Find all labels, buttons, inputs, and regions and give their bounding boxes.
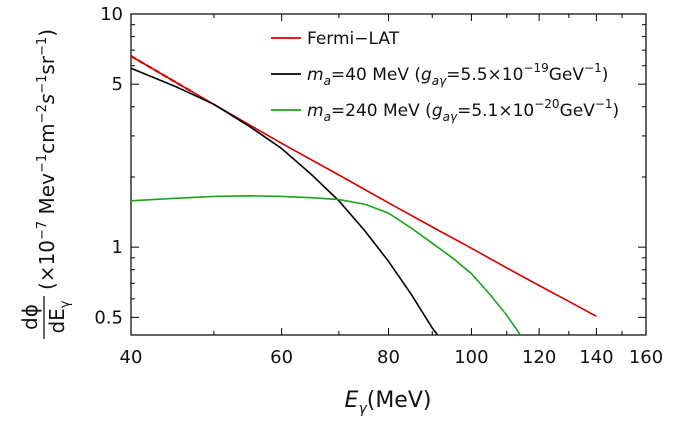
y-fraction-numerator: dϕ [18, 304, 42, 330]
legend-entry: ma=40 MeV (gaγ=5.5×10−19GeV−1) [307, 61, 608, 88]
x-axis-title: Eγ(MeV) [345, 388, 432, 417]
plot-frame [130, 13, 647, 336]
x-axis-ticks: 40 60 80 100 120 140 160 [120, 14, 663, 368]
x-tick-label: 100 [454, 347, 488, 368]
y-tick-label: 0.5 [94, 307, 123, 328]
fermi-lat-extrapolation [131, 55, 192, 93]
x-tick-label: 140 [579, 347, 613, 368]
y-tick-label: 1 [112, 237, 123, 258]
legend-entry: Fermi−LAT [307, 29, 400, 49]
y-axis-title: dϕ dEγ (×10−7 Mev−1cm−2s−1sr−1) [18, 29, 73, 339]
x-tick-label: 60 [270, 347, 293, 368]
x-tick-label: 40 [120, 347, 143, 368]
x-tick-label: 80 [377, 347, 400, 368]
x-tick-label: 120 [522, 347, 556, 368]
ma-240-mev-line [131, 194, 522, 335]
fermi-lat-line [131, 55, 597, 318]
series-layer [131, 55, 597, 335]
y-axis-units: (×10−7 Mev−1cm−2s−1sr−1) [35, 29, 59, 290]
y-tick-label: 5 [112, 74, 123, 95]
x-tick-label: 160 [629, 347, 663, 368]
ma-40-mev-line [131, 67, 439, 335]
legend: Fermi−LAT ma=40 MeV (gaγ=5.5×10−19GeV−1) m… [271, 29, 619, 124]
legend-entry: ma=240 MeV (gaγ=5.1×10−20GeV−1) [307, 97, 619, 124]
y-fraction-denominator: dEγ [45, 300, 73, 333]
y-axis-ticks: 0.5 1 5 10 [94, 4, 646, 328]
y-tick-label: 10 [100, 4, 123, 25]
